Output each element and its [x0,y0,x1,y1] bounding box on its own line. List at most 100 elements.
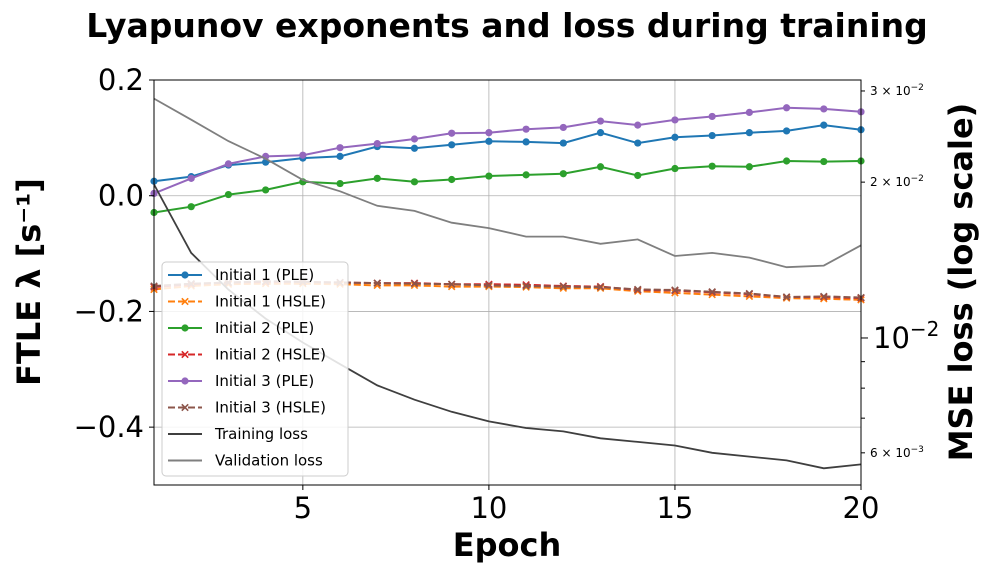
data-point [373,140,381,148]
y-tick-label: 0.0 [98,179,144,213]
legend-marker [181,350,189,359]
data-point [336,179,344,188]
data-point [447,280,456,289]
data-point [410,279,419,288]
legend-label: Training loss [214,425,308,443]
data-point [708,131,716,140]
plot-frame [153,79,862,486]
y-tick-label: −0.2 [74,294,144,328]
data-point [224,160,233,168]
data-point [745,129,753,137]
data-point [559,123,567,132]
data-point [708,162,716,170]
data-point [448,129,456,137]
legend-label: Initial 3 (HSLE) [215,399,326,417]
legend-label: Initial 2 (HSLE) [215,346,326,364]
legend-marker [181,377,189,385]
data-point [522,138,530,146]
legend-box [161,261,349,477]
data-point [671,116,679,124]
series-line-2 [154,282,861,301]
y-right-tick-exponent: −2 [911,83,924,93]
data-point [224,190,233,199]
data-point [262,186,270,194]
y-right-tick-label: 6 × 10−3 [870,445,924,460]
data-point [633,285,642,294]
legend-label: Initial 1 (HSLE) [215,293,326,311]
chart-title: Lyapunov exponents and loss during train… [86,6,928,45]
data-point [634,139,642,147]
data-point [745,108,753,116]
data-point [448,141,456,149]
y-right-tick-base: 2 × 10 [870,175,911,189]
data-point [559,282,568,291]
x-tick-label: 20 [843,491,880,525]
data-point [410,144,419,152]
data-point [671,286,679,294]
legend-label: Initial 3 (PLE) [215,372,314,390]
data-point [522,125,530,133]
data-point [187,203,195,211]
legend-label: Initial 1 (PLE) [215,266,314,284]
data-point [634,171,642,180]
y-right-tick-base: 6 × 10 [870,446,911,460]
data-point [485,280,493,289]
x-axis-label: Epoch [453,526,562,564]
y-right-tick-label: 2 × 10−2 [870,174,924,189]
x-tick-label: 5 [294,491,312,525]
y-tick-label: 0.2 [98,63,144,97]
series-line-8 [154,97,861,269]
data-point [373,174,381,182]
data-point [410,178,419,186]
data-point [485,129,493,137]
data-point [485,281,493,290]
legend-marker [181,297,189,306]
data-point [596,129,605,137]
data-point [559,139,567,147]
data-point [782,157,791,165]
y-right-tick-base: 10 [873,321,910,355]
x-tick-label: 15 [656,491,693,525]
x-tick-label: 10 [470,491,507,525]
data-point [187,174,195,182]
data-point [820,292,828,301]
legend: Initial 1 (PLE) Initial 1 (HSLE) Initial 2… [161,261,349,477]
data-point [745,163,753,171]
series-line-3 [154,159,861,214]
data-point [485,172,493,180]
series-line-6 [154,280,861,299]
data-point [596,163,605,171]
legend-marker [181,271,189,279]
data-point [299,151,307,159]
y-axis-label: FTLE λ [s⁻¹] [10,178,48,386]
data-point [559,170,567,178]
y-right-tick-label: 3 × 10−2 [870,83,924,98]
legend-marker [181,324,189,332]
data-point [708,112,716,121]
y-right-tick-exponent: −2 [911,174,924,184]
data-point [820,105,828,113]
y-right-axis-label: MSE loss (log scale) [942,103,980,462]
y-right-tick-base: 3 × 10 [870,84,911,98]
data-point [336,144,344,152]
data-point [373,279,382,287]
data-point [448,175,456,184]
data-point [820,157,828,166]
data-point [745,289,754,298]
legend-label: Validation loss [215,452,323,470]
series-line-4 [154,280,861,300]
y-right-tick-label: 10−2 [873,317,939,355]
data-point [782,104,791,112]
data-point [634,121,642,129]
data-point [410,135,419,143]
y-tick-label: −0.4 [74,410,144,444]
data-point [522,282,530,290]
data-point [336,152,344,160]
y-right-tick-exponent: −2 [910,317,939,341]
data-point [671,164,679,173]
data-point [596,283,605,291]
plot-series [150,97,865,470]
legend-label: Initial 2 (PLE) [215,319,314,337]
data-point [820,121,828,129]
